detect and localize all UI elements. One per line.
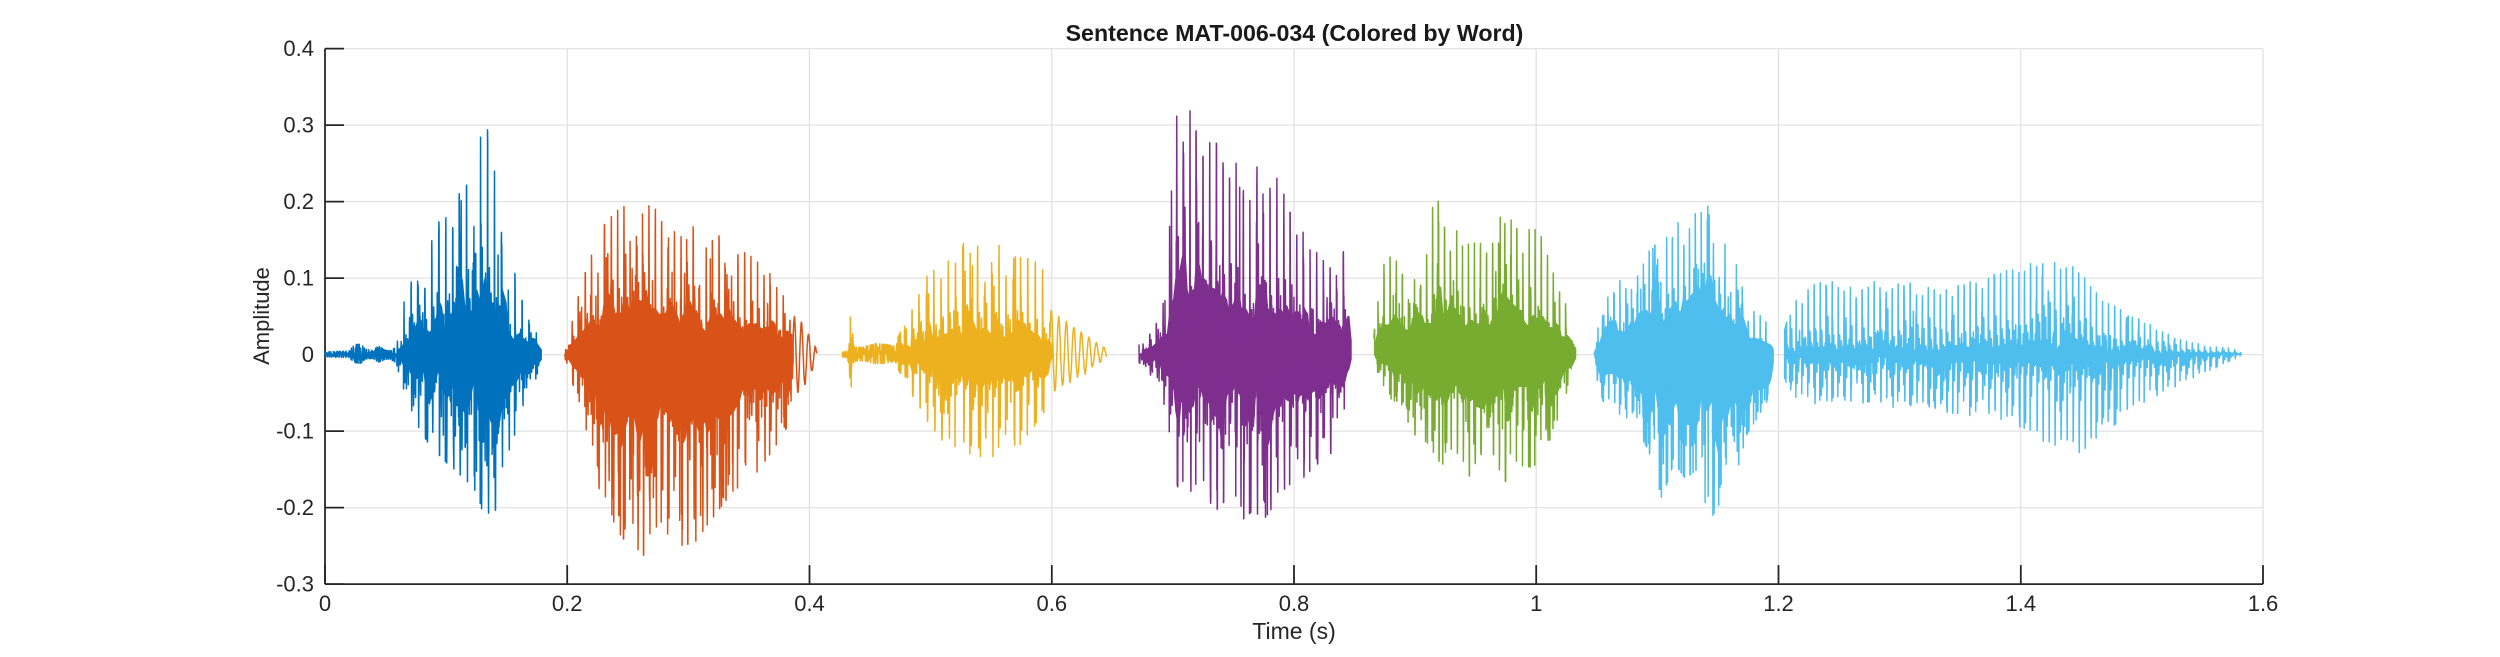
svg-text:-0.3: -0.3: [276, 572, 314, 597]
svg-text:0.4: 0.4: [283, 36, 314, 61]
svg-text:1.6: 1.6: [2248, 591, 2279, 616]
svg-text:0.2: 0.2: [283, 189, 314, 214]
svg-text:Amplitude: Amplitude: [249, 267, 274, 365]
svg-text:0: 0: [319, 591, 331, 616]
svg-text:Sentence MAT-006-034 (Colored: Sentence MAT-006-034 (Colored by Word): [1066, 20, 1524, 46]
svg-text:0.3: 0.3: [283, 113, 314, 138]
svg-text:0.8: 0.8: [1279, 591, 1310, 616]
svg-text:1: 1: [1530, 591, 1542, 616]
svg-text:0: 0: [302, 342, 314, 367]
svg-text:0.2: 0.2: [552, 591, 583, 616]
svg-text:0.4: 0.4: [794, 591, 825, 616]
svg-text:Time (s): Time (s): [1252, 618, 1335, 644]
svg-text:-0.2: -0.2: [276, 495, 314, 520]
svg-text:1.2: 1.2: [1763, 591, 1794, 616]
svg-text:0.6: 0.6: [1037, 591, 1068, 616]
svg-text:1.4: 1.4: [2006, 591, 2037, 616]
svg-text:-0.1: -0.1: [276, 419, 314, 444]
svg-text:0.1: 0.1: [283, 266, 314, 291]
